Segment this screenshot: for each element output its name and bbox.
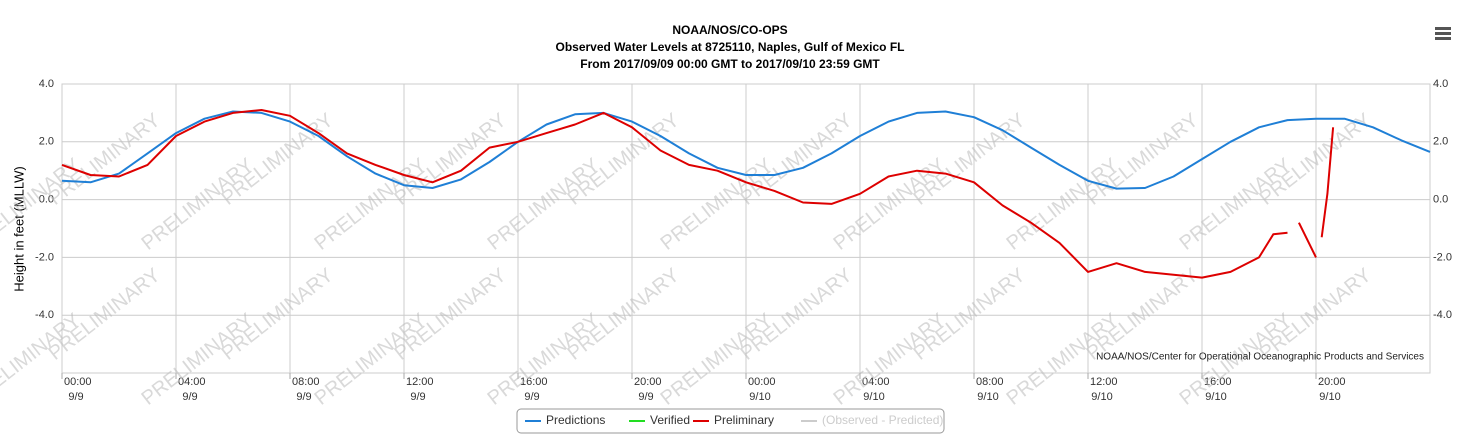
watermark: PRELIMINARY: [45, 109, 165, 210]
watermark: PRELIMINARY: [910, 109, 1030, 210]
x-tick-date: 9/9: [410, 391, 425, 403]
y-tick-label: 0.0: [39, 194, 54, 206]
legend-label[interactable]: Predictions: [546, 413, 605, 427]
x-tick-date: 9/10: [863, 391, 884, 403]
x-tick-date: 9/9: [524, 391, 539, 403]
y-tick-label: -4.0: [35, 309, 54, 321]
watermark: PRELIMINARY: [218, 264, 338, 365]
x-tick-date: 9/9: [296, 391, 311, 403]
x-tick-date: 9/9: [68, 391, 83, 403]
x-tick-label: 16:00: [520, 376, 548, 388]
legend-box: [516, 408, 945, 434]
watermark: PRELIMINARY: [391, 264, 511, 365]
y2-tick-label: -4.0: [1433, 309, 1452, 321]
x-tick-date: 9/10: [1319, 391, 1340, 403]
watermark: PRELIMINARY: [1083, 264, 1203, 365]
x-tick-label: 00:00: [64, 376, 92, 388]
x-tick-label: 08:00: [976, 376, 1004, 388]
watermark: PRELIMINARY: [737, 264, 857, 365]
y2-tick-label: 2.0: [1433, 136, 1448, 148]
credit: NOAA/NOS/Center for Operational Oceanogr…: [1096, 352, 1424, 363]
y-tick-label: 2.0: [39, 136, 54, 148]
watermark: PRELIMINARY: [564, 109, 684, 210]
watermark: PRELIMINARY: [1176, 154, 1296, 255]
x-tick-date: 9/9: [638, 391, 653, 403]
watermark: PRELIMINARY: [657, 154, 777, 255]
x-tick-label: 08:00: [292, 376, 320, 388]
x-tick-date: 9/10: [1091, 391, 1112, 403]
y-axis-title: Height in feet (MLLW): [11, 166, 26, 291]
watermark: PRELIMINARY: [311, 154, 431, 255]
chart-date-range: From 2017/09/09 00:00 GMT to 2017/09/10 …: [580, 57, 880, 71]
x-tick-label: 04:00: [178, 376, 206, 388]
x-tick-label: 16:00: [1204, 376, 1232, 388]
series-line: [61, 109, 1335, 279]
watermark: PRELIMINARY: [138, 154, 258, 255]
x-tick-label: 12:00: [406, 376, 434, 388]
y2-tick-label: -2.0: [1433, 251, 1452, 263]
legend-label[interactable]: (Observed - Predicted): [822, 413, 943, 427]
x-tick-date: 9/9: [182, 391, 197, 403]
y2-tick-label: 4.0: [1433, 78, 1448, 90]
watermark: PRELIMINARY: [1003, 154, 1123, 255]
watermark: PRELIMINARY: [910, 264, 1030, 365]
x-tick-label: 20:00: [1318, 376, 1346, 388]
x-tick-date: 9/10: [1205, 391, 1226, 403]
watermark: PRELIMINARY: [484, 309, 604, 410]
legend-label[interactable]: Verified: [650, 413, 690, 427]
watermark: PRELIMINARY: [737, 109, 857, 210]
y-tick-label: 4.0: [39, 78, 54, 90]
x-tick-date: 9/10: [749, 391, 770, 403]
x-tick-label: 00:00: [748, 376, 776, 388]
chart-title: NOAA/NOS/CO-OPS: [672, 23, 787, 37]
watermark: PRELIMINARY: [564, 264, 684, 365]
chart-subtitle: Observed Water Levels at 8725110, Naples…: [555, 40, 904, 54]
x-tick-label: 12:00: [1090, 376, 1118, 388]
legend-label[interactable]: Preliminary: [714, 413, 774, 427]
x-tick-label: 20:00: [634, 376, 662, 388]
y2-tick-label: 0.0: [1433, 194, 1448, 206]
series-line: [61, 110, 1431, 190]
watermark: PRELIMINARY: [1083, 109, 1203, 210]
watermark: PRELIMINARY: [484, 154, 604, 255]
menu-icon[interactable]: [1435, 27, 1451, 40]
x-tick-date: 9/10: [977, 391, 998, 403]
x-tick-label: 04:00: [862, 376, 890, 388]
watermark: PRELIMINARY: [218, 109, 338, 210]
watermark: PRELIMINARY: [830, 154, 950, 255]
watermark: PRELIMINARY: [45, 264, 165, 365]
watermark: PRELIMINARY: [830, 309, 950, 410]
y-tick-label: -2.0: [35, 251, 54, 263]
